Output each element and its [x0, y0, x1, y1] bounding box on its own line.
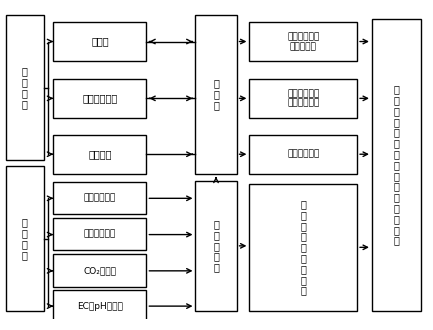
Text: EC和pH传感器: EC和pH传感器 — [77, 302, 123, 311]
Bar — [53, 254, 146, 286]
Bar — [195, 181, 236, 311]
Text: 温湿度传感器: 温湿度传感器 — [84, 193, 116, 202]
Text: 热成像仪: 热成像仪 — [88, 149, 112, 159]
Text: 辐照度传感器: 辐照度传感器 — [84, 230, 116, 239]
Text: 温
、
光
、
水
、
气
、
肥: 温 、 光 、 水 、 气 、 肥 — [301, 199, 306, 296]
Bar — [195, 15, 236, 174]
Bar — [53, 135, 146, 174]
Bar — [249, 79, 357, 118]
Bar — [249, 183, 357, 311]
Text: 温
室
作
物
生
长
和
环
境
信
息
综
合
评
价: 温 室 作 物 生 长 和 环 境 信 息 综 合 评 价 — [394, 84, 399, 246]
Text: 茎粗、植株和
果实生长速率: 茎粗、植株和 果实生长速率 — [287, 89, 320, 108]
Bar — [6, 15, 44, 160]
Bar — [249, 22, 357, 61]
Text: 计
算
机: 计 算 机 — [213, 79, 219, 110]
Text: CO₂传感器: CO₂传感器 — [84, 266, 116, 275]
Text: 温
室
环
境: 温 室 环 境 — [22, 217, 28, 260]
Bar — [249, 135, 357, 174]
Text: 水分胁迫指数: 水分胁迫指数 — [287, 150, 320, 159]
Text: 数
据
采
集
卡: 数 据 采 集 卡 — [213, 219, 219, 273]
Bar — [53, 79, 146, 118]
Text: 光谱仪: 光谱仪 — [91, 37, 109, 47]
Bar — [53, 218, 146, 250]
Bar — [53, 290, 146, 323]
Bar — [53, 22, 146, 61]
Bar — [6, 166, 44, 311]
Text: 温
室
作
物: 温 室 作 物 — [22, 66, 28, 109]
Bar — [372, 19, 421, 311]
Bar — [53, 182, 146, 214]
Text: 氮磷钾、水分
叶面积指数: 氮磷钾、水分 叶面积指数 — [287, 32, 320, 51]
Text: 多光谱成像仪: 多光谱成像仪 — [82, 93, 117, 103]
